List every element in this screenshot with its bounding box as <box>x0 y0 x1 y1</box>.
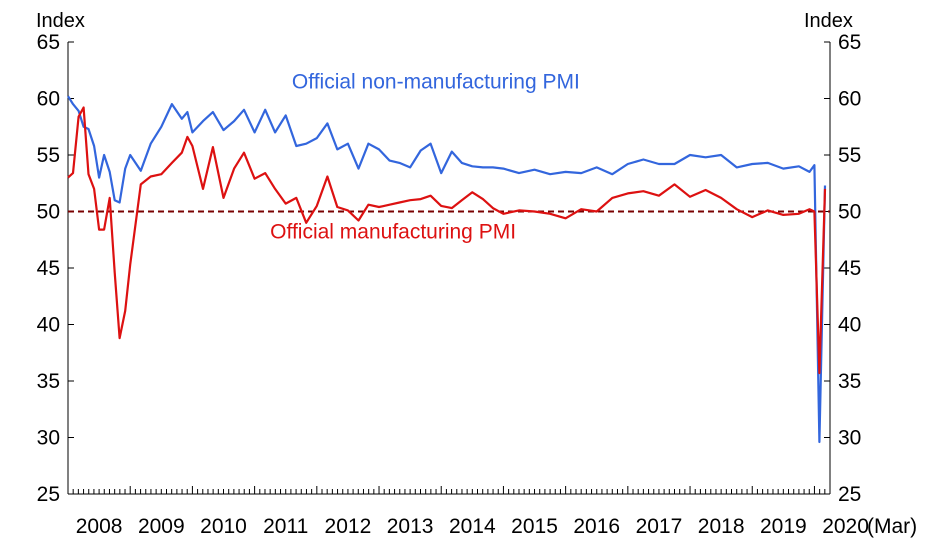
right-y-axis: 25 30 35 40 45 50 55 60 65 <box>824 31 861 506</box>
x-tick-label: 2009 <box>138 515 185 538</box>
x-tick-label: 2018 <box>698 515 745 538</box>
left-y-tick-label: 50 <box>37 201 60 224</box>
right-y-tick-label: 60 <box>838 88 861 111</box>
x-tick-label: 2008 <box>76 515 123 538</box>
x-tick-label: 2014 <box>449 515 496 538</box>
right-y-tick-label: 55 <box>838 144 861 167</box>
left-y-tick-label: 25 <box>37 483 60 506</box>
right-y-tick-label: 30 <box>838 427 861 450</box>
left-y-tick-label: 55 <box>37 144 60 167</box>
right-y-tick-label: 65 <box>838 31 861 54</box>
x-axis-suffix-label: (Mar) <box>867 515 917 538</box>
right-y-tick-label: 50 <box>838 201 861 224</box>
right-y-tick-label: 40 <box>838 314 861 337</box>
x-tick-label: 2020 <box>822 515 869 538</box>
right-y-tick-label: 25 <box>838 483 861 506</box>
right-y-tick-label: 35 <box>838 370 861 393</box>
series-annotation-1: Official manufacturing PMI <box>270 221 516 244</box>
series-line-1 <box>67 106 827 375</box>
left-y-tick-label: 45 <box>37 257 60 280</box>
annotations: Official non-manufacturing PMI Official m… <box>270 70 580 243</box>
series-group <box>67 95 827 444</box>
x-tick-label: 2011 <box>263 515 308 538</box>
left-axis-label: Index <box>36 10 85 32</box>
x-tick-label: 2010 <box>200 515 247 538</box>
x-tick-label: 2017 <box>636 515 683 538</box>
x-tick-label: 2012 <box>325 515 372 538</box>
x-tick-label: 2015 <box>511 515 558 538</box>
x-tick-label: 2016 <box>573 515 620 538</box>
right-axis-label: Index <box>804 10 853 32</box>
left-y-tick-label: 30 <box>37 427 60 450</box>
x-tick-label: 2013 <box>387 515 434 538</box>
right-y-tick-label: 45 <box>838 257 861 280</box>
x-tick-label: 2019 <box>760 515 807 538</box>
left-y-tick-label: 35 <box>37 370 60 393</box>
left-y-tick-label: 65 <box>37 31 60 54</box>
left-y-tick-label: 40 <box>37 314 60 337</box>
series-line-0 <box>67 95 827 444</box>
series-annotation-0: Official non-manufacturing PMI <box>292 70 580 93</box>
x-axis: 2008 2009 2010 2011 2012 2013 2014 2015 2016 2017… <box>67 486 869 538</box>
left-y-tick-label: 60 <box>37 88 60 111</box>
left-y-axis: 25 30 35 40 45 50 55 60 65 <box>37 31 74 506</box>
